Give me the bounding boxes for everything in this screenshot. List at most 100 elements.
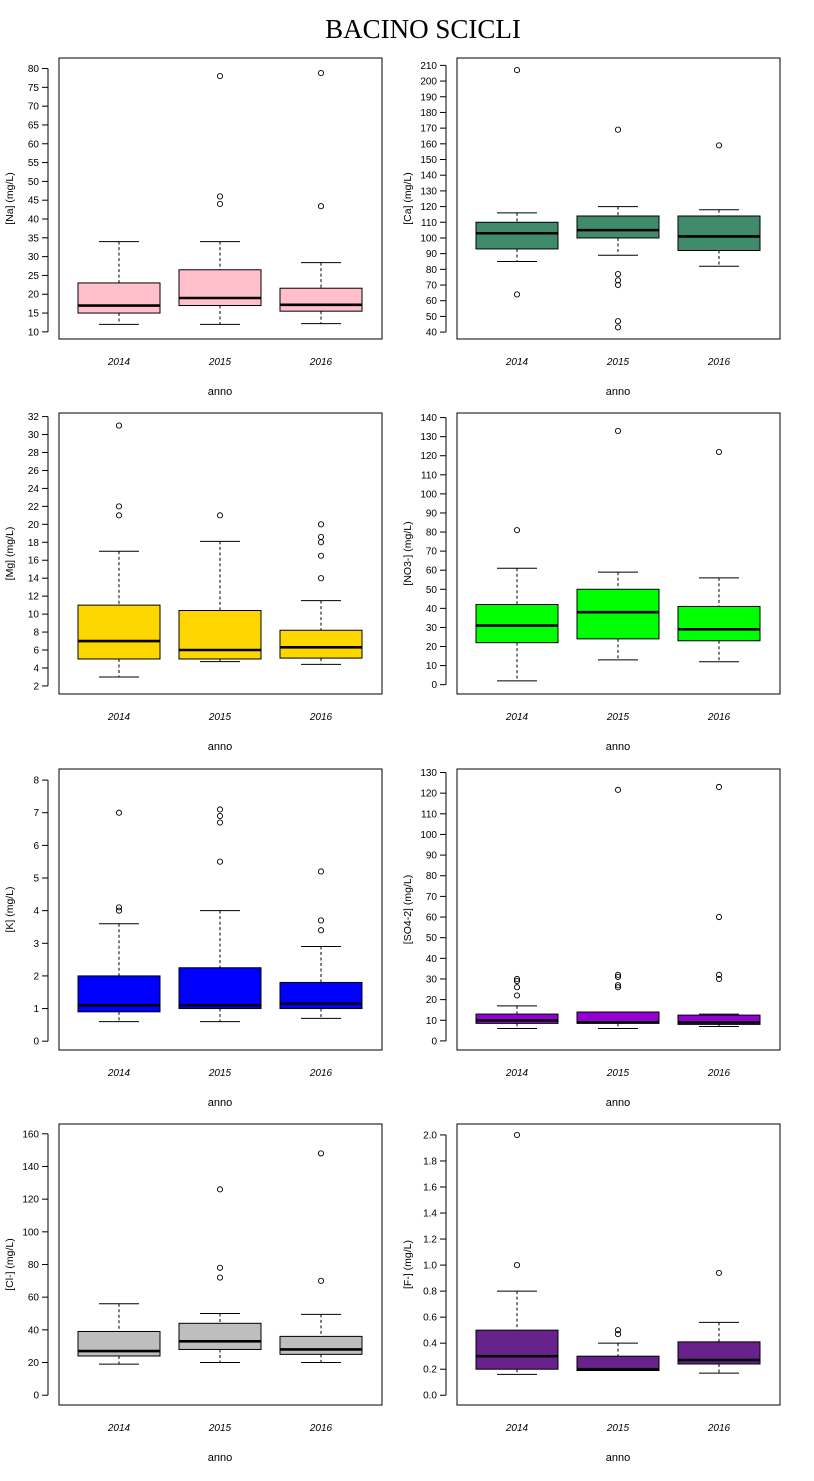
chart-f: 0.0 0.2 0.4 0.6 0.8 1.0 1.2 1.4 1.6 1.8 2.0 [F-] (m… bbox=[400, 1118, 800, 1474]
box-2016 bbox=[677, 448, 761, 663]
y-tick-label: 40 bbox=[426, 954, 438, 965]
plot-frame bbox=[58, 1123, 383, 1406]
y-tick-label: 160 bbox=[420, 139, 437, 150]
outlier-point bbox=[614, 281, 622, 289]
box-2015 bbox=[178, 806, 262, 1023]
outlier-point bbox=[715, 975, 723, 983]
x-tick-label: 2016 bbox=[707, 357, 731, 368]
outlier-point bbox=[614, 277, 622, 284]
y-tick-label: 60 bbox=[28, 1293, 40, 1304]
iqr-box bbox=[178, 269, 262, 307]
box-2016 bbox=[677, 142, 761, 267]
y-tick-label: 2.0 bbox=[423, 1130, 437, 1141]
outlier-point bbox=[317, 533, 325, 540]
y-tick-label: 90 bbox=[426, 508, 438, 519]
iqr-box bbox=[677, 1014, 761, 1025]
box-2016 bbox=[279, 1150, 363, 1364]
x-tick-label: 2014 bbox=[505, 1423, 529, 1434]
iqr-box bbox=[576, 215, 660, 239]
y-tick-label: 20 bbox=[28, 1358, 40, 1369]
y-tick-label: 120 bbox=[420, 789, 437, 800]
y-axis-title: [F-] (mg/L) bbox=[402, 1240, 414, 1289]
chart-so4: 0 10 20 30 40 50 60 70 80 90 100 110 120 130 [SO4-2] (… bbox=[400, 763, 800, 1119]
outlier-point bbox=[614, 984, 622, 991]
outlier-point bbox=[115, 512, 123, 519]
y-tick-label: 6 bbox=[33, 646, 39, 657]
y-axis-title: [Mg] (mg/L) bbox=[4, 527, 16, 581]
box-2015 bbox=[576, 786, 660, 1030]
outlier-point bbox=[216, 819, 224, 826]
chart-k: 0 1 2 3 4 5 6 7 8 [K] (mg/L) anno 2014 2015 2016 bbox=[2, 763, 402, 1119]
x-tick-label: 2014 bbox=[107, 1423, 131, 1434]
x-tick-label: 2015 bbox=[606, 712, 630, 723]
y-tick-label: 100 bbox=[420, 233, 437, 244]
outlier-point bbox=[513, 291, 521, 298]
y-tick-label: 40 bbox=[28, 215, 40, 226]
outlier-point bbox=[317, 539, 325, 546]
y-tick-label: 24 bbox=[28, 484, 40, 495]
outlier-point bbox=[513, 975, 521, 983]
chart-cl: 0 20 40 60 80 100 120 140 160 [Cl-] (mg/L) anno 201… bbox=[2, 1118, 402, 1474]
y-tick-label: 32 bbox=[28, 412, 40, 423]
y-tick-label: 1 bbox=[33, 1004, 39, 1015]
x-tick-label: 2016 bbox=[707, 712, 731, 723]
outlier-point bbox=[317, 917, 325, 924]
y-tick-label: 30 bbox=[28, 430, 40, 441]
outlier-point bbox=[216, 858, 224, 865]
x-axis-title: anno bbox=[208, 1097, 232, 1109]
chart-f-svg: 0.0 0.2 0.4 0.6 0.8 1.0 1.2 1.4 1.6 1.8 2.0 [F-] (m… bbox=[402, 1123, 781, 1464]
plot-frame bbox=[456, 57, 781, 340]
box-2016 bbox=[279, 521, 363, 665]
y-tick-label: 150 bbox=[420, 155, 437, 166]
box-2014 bbox=[77, 1303, 161, 1365]
y-tick-label: 80 bbox=[426, 528, 438, 539]
y-tick-label: 60 bbox=[426, 566, 438, 577]
chart-k-svg: 0 1 2 3 4 5 6 7 8 [K] (mg/L) anno 2014 2015 2016 bbox=[4, 768, 383, 1109]
y-axis-title: [Ca] (mg/L) bbox=[402, 172, 414, 225]
outlier-point bbox=[216, 1186, 224, 1193]
y-tick-label: 70 bbox=[426, 281, 438, 292]
iqr-box bbox=[279, 1335, 363, 1355]
y-tick-label: 75 bbox=[28, 83, 40, 94]
box-2016 bbox=[677, 783, 761, 1027]
iqr-box bbox=[77, 604, 161, 660]
iqr-box bbox=[677, 1341, 761, 1365]
y-tick-label: 45 bbox=[28, 196, 40, 207]
outlier-point bbox=[115, 809, 123, 816]
y-tick-label: 0.8 bbox=[423, 1287, 437, 1298]
x-axis-title: anno bbox=[606, 386, 630, 398]
y-tick-label: 55 bbox=[28, 158, 40, 169]
y-axis-title: [Cl-] (mg/L) bbox=[4, 1238, 16, 1291]
y-tick-label: 12 bbox=[28, 592, 40, 603]
outlier-point bbox=[216, 1274, 224, 1281]
outlier-point bbox=[115, 904, 123, 911]
x-tick-label: 2014 bbox=[505, 1068, 529, 1079]
y-tick-label: 70 bbox=[28, 102, 40, 113]
box-2014 bbox=[475, 527, 559, 682]
chart-no3: 0 10 20 30 40 50 60 70 80 90 100 110 120 130 140 [NO3-]… bbox=[400, 407, 800, 763]
plot-frame bbox=[58, 768, 383, 1051]
y-tick-label: 170 bbox=[420, 124, 437, 135]
y-tick-label: 4 bbox=[33, 906, 39, 917]
box-2014 bbox=[475, 67, 559, 298]
outlier-point bbox=[715, 1269, 723, 1276]
y-tick-label: 20 bbox=[28, 520, 40, 531]
x-tick-label: 2016 bbox=[309, 1423, 333, 1434]
chart-ca: 40 50 60 70 80 90 100 110 120 130 140 150 160 170 180 1… bbox=[400, 52, 800, 408]
outlier-point bbox=[614, 318, 622, 325]
box-2015 bbox=[178, 512, 262, 663]
x-tick-label: 2016 bbox=[309, 357, 333, 368]
y-tick-label: 40 bbox=[426, 604, 438, 615]
outlier-point bbox=[614, 982, 622, 989]
outlier-point bbox=[715, 913, 723, 921]
x-axis-title: anno bbox=[208, 1452, 232, 1464]
x-axis-title: anno bbox=[606, 741, 630, 753]
outlier-point bbox=[317, 575, 325, 582]
y-tick-label: 65 bbox=[28, 120, 40, 131]
y-tick-label: 0 bbox=[33, 1391, 39, 1402]
y-tick-label: 1.6 bbox=[423, 1182, 437, 1193]
y-tick-label: 8 bbox=[33, 628, 39, 639]
x-tick-label: 2015 bbox=[606, 1423, 630, 1434]
y-tick-label: 160 bbox=[22, 1129, 39, 1140]
plot-frame bbox=[456, 412, 781, 695]
